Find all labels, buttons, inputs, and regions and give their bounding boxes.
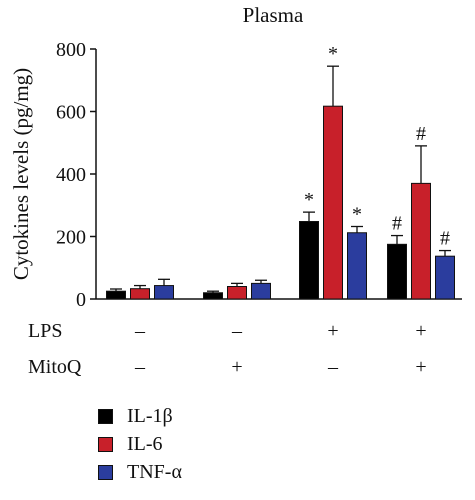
y-tick-label: 200: [56, 227, 86, 249]
bar: [203, 292, 223, 300]
y-tick-label: 400: [56, 164, 86, 186]
bar: [323, 105, 343, 300]
legend-swatch-il1b: [98, 408, 113, 424]
condition-sign: +: [327, 320, 338, 342]
bar: [106, 290, 126, 300]
legend-label-il6: IL-6: [127, 432, 163, 455]
significance-marker: *: [304, 189, 314, 211]
condition-sign: –: [327, 356, 339, 378]
significance-marker: #: [440, 228, 450, 250]
axes: 0 200 400 600 800: [56, 39, 462, 311]
bar: [154, 285, 174, 300]
legend-label-tnfa: TNF-α: [127, 460, 182, 483]
legend: IL-1β IL-6 TNF-α: [98, 402, 182, 486]
significance-marker: #: [392, 213, 402, 235]
y-axis-label: Cytokines levels (pg/mg): [9, 68, 33, 280]
bar: [347, 232, 367, 300]
bar: [227, 286, 247, 300]
bars: * # * # * #: [106, 43, 455, 300]
significance-marker: *: [328, 43, 338, 65]
legend-swatch-tnfa: [98, 464, 113, 480]
bar: [251, 282, 271, 300]
condition-sign: –: [134, 356, 146, 378]
condition-sign: +: [415, 320, 426, 342]
condition-row-label: MitoQ: [28, 356, 82, 378]
bar: [130, 288, 150, 300]
bar: [411, 182, 431, 300]
bar: [299, 221, 319, 300]
condition-sign: –: [134, 320, 146, 342]
significance-marker: *: [352, 204, 362, 226]
y-tick-label: 0: [76, 289, 86, 311]
condition-rows: LPS – – + + MitoQ – + – +: [28, 320, 427, 378]
legend-item-il1b: IL-1β: [98, 402, 182, 430]
condition-sign: –: [231, 320, 243, 342]
legend-swatch-il6: [98, 436, 113, 452]
y-tick-label: 800: [56, 39, 86, 61]
significance-marker: #: [416, 123, 426, 145]
legend-item-tnfa: TNF-α: [98, 458, 182, 486]
condition-row-label: LPS: [28, 320, 62, 342]
bar: [387, 243, 407, 300]
bar: [435, 255, 455, 300]
condition-sign: +: [231, 356, 242, 378]
cytokine-bar-chart: Plasma Cytokines levels (pg/mg) 0 200 400 6…: [9, 3, 462, 378]
y-tick-label: 600: [56, 102, 86, 124]
chart-title: Plasma: [243, 3, 304, 27]
condition-sign: +: [415, 356, 426, 378]
legend-item-il6: IL-6: [98, 430, 182, 458]
legend-label-il1b: IL-1β: [127, 404, 173, 427]
